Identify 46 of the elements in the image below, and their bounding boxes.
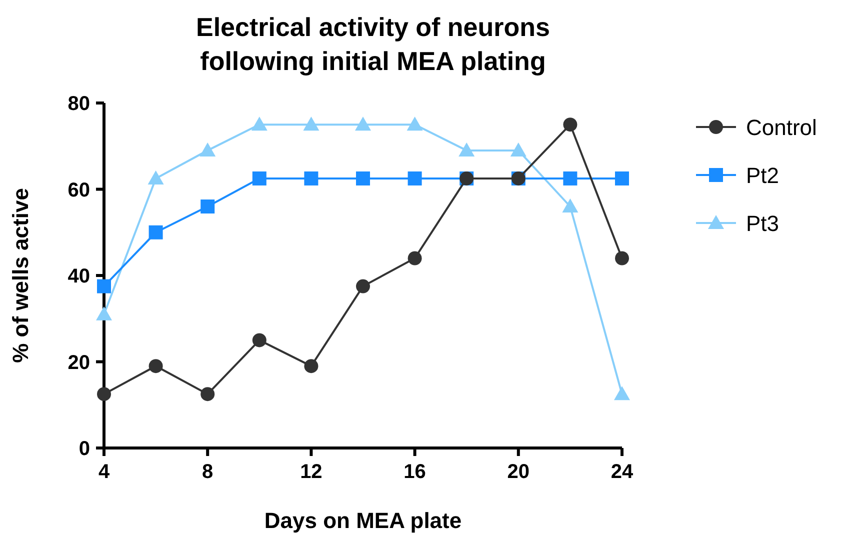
point: [356, 279, 370, 294]
point: [408, 251, 422, 266]
y-tick-label: 60: [68, 179, 90, 202]
chart-title: Electrical activity of neurons following initial MEA plating: [196, 12, 550, 76]
point: [97, 387, 111, 402]
point: [356, 171, 370, 186]
legend-label: Control: [746, 115, 817, 140]
y-axis-title: % of wells active: [8, 188, 33, 363]
x-tick-label: 16: [404, 461, 426, 483]
point: [304, 359, 318, 374]
point: [251, 116, 268, 131]
point: [510, 142, 526, 156]
x-tick-label: 20: [507, 461, 530, 483]
legend-label: Pt3: [746, 211, 780, 236]
legend-label: Pt2: [746, 163, 780, 188]
point: [458, 142, 475, 156]
y-tick-label: 0: [78, 438, 90, 460]
point: [563, 118, 578, 132]
point: [355, 116, 371, 131]
point: [563, 171, 578, 186]
point: [97, 279, 111, 294]
x-tick-label: 24: [610, 461, 634, 483]
x-tick-label: 12: [300, 461, 322, 483]
point: [148, 359, 163, 374]
point: [148, 225, 163, 240]
point: [408, 171, 422, 186]
point: [96, 306, 112, 320]
point: [615, 171, 629, 186]
y-tick-label: 80: [68, 93, 90, 115]
point: [614, 386, 630, 400]
point: [200, 142, 216, 156]
x-axis-title: Days on MEA plate: [264, 508, 462, 533]
x-tick-label: 4: [98, 461, 110, 483]
x-tick-label: 8: [202, 461, 214, 483]
y-tick-label: 40: [68, 266, 90, 288]
point: [252, 171, 266, 186]
y-tick-label: 20: [68, 352, 90, 374]
point: [200, 387, 215, 402]
point: [200, 200, 215, 214]
point: [406, 116, 423, 131]
point: [252, 333, 266, 348]
point: [562, 198, 578, 212]
point: [303, 116, 320, 131]
point: [148, 170, 164, 184]
point: [615, 251, 629, 266]
point: [304, 171, 318, 186]
